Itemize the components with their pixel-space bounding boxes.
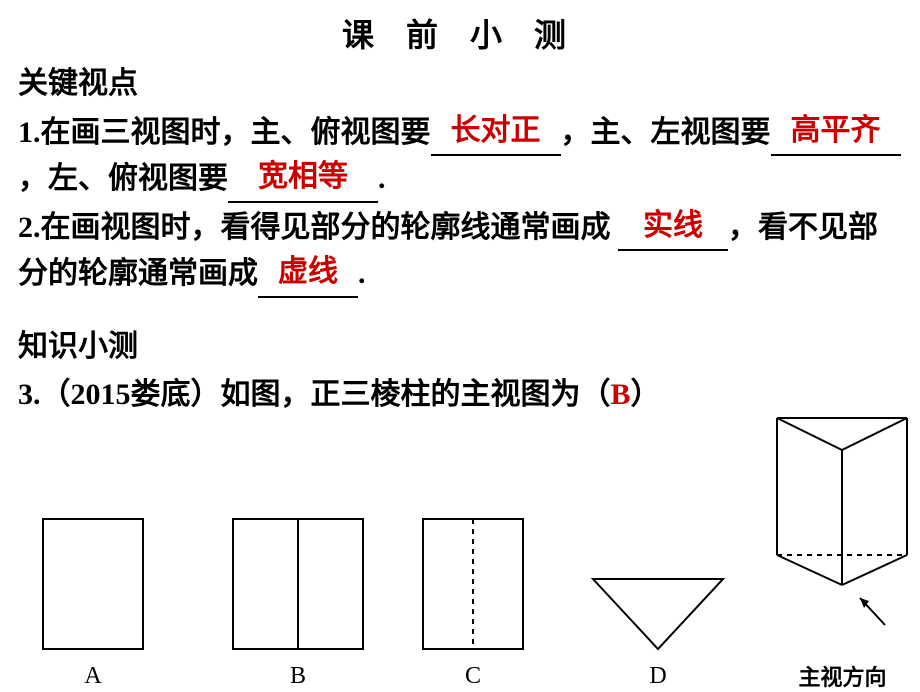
q2-ans1: 实线 bbox=[643, 203, 703, 250]
q1-blank1: 长对正 bbox=[431, 154, 561, 156]
page-title: 课 前 小 测 bbox=[0, 0, 920, 61]
q3-prefix: 3.（2015娄底）如图，正三棱柱的主视图为（ bbox=[18, 378, 611, 411]
section2-label: 知识小测 bbox=[18, 324, 902, 371]
q1-mid2: ，左、俯视图要 bbox=[18, 162, 228, 195]
question-1: 1.在画三视图时，主、俯视图要长对正，主、左视图要高平齐，左、俯视图要宽相等. bbox=[18, 110, 902, 203]
q2-prefix: 2.在画视图时，看得见部分的轮廓线通常画成 bbox=[18, 211, 611, 244]
q1-suffix: . bbox=[378, 162, 386, 195]
option-d-label: D bbox=[588, 663, 728, 690]
q3-suffix: ） bbox=[631, 378, 661, 411]
prism-icon bbox=[765, 410, 920, 660]
option-b-figure bbox=[228, 514, 368, 654]
option-d-figure bbox=[588, 514, 728, 654]
option-a: A bbox=[38, 514, 148, 690]
q3-answer: B bbox=[611, 378, 631, 411]
option-c-label: C bbox=[418, 663, 528, 690]
content-area: 关键视点 1.在画三视图时，主、俯视图要长对正，主、左视图要高平齐，左、俯视图要… bbox=[0, 61, 920, 419]
q1-ans2: 高平齐 bbox=[791, 108, 881, 155]
q1-blank2: 高平齐 bbox=[771, 154, 901, 156]
q2-suffix: . bbox=[358, 257, 366, 290]
option-a-figure bbox=[38, 514, 148, 654]
option-c-figure bbox=[418, 514, 528, 654]
section1-label: 关键视点 bbox=[18, 61, 902, 108]
q1-ans1: 长对正 bbox=[451, 108, 541, 155]
option-b: B bbox=[228, 514, 368, 690]
prism-figure-container: 主视方向 bbox=[765, 410, 920, 690]
q1-mid1: ，主、左视图要 bbox=[561, 116, 771, 149]
option-b-label: B bbox=[228, 663, 368, 690]
q2-blank2: 虚线 bbox=[258, 296, 358, 298]
question-2: 2.在画视图时，看得见部分的轮廓线通常画成 实线，看不见部分的轮廓通常画成虚线. bbox=[18, 205, 902, 298]
q1-blank3: 宽相等 bbox=[228, 201, 378, 203]
option-d: D bbox=[588, 514, 728, 690]
q2-blank1: 实线 bbox=[618, 249, 728, 251]
option-c: C bbox=[418, 514, 528, 690]
q2-ans2: 虚线 bbox=[278, 249, 338, 296]
option-a-label: A bbox=[38, 663, 148, 690]
prism-label: 主视方向 bbox=[765, 660, 920, 692]
q1-ans3: 宽相等 bbox=[258, 154, 348, 201]
q1-prefix: 1.在画三视图时，主、俯视图要 bbox=[18, 116, 431, 149]
